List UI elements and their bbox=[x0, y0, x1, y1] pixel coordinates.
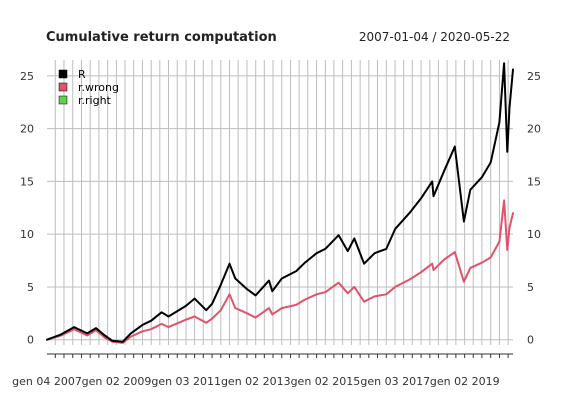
y-tick-label-right: 5 bbox=[527, 281, 534, 294]
y-tick-label-left: 5 bbox=[27, 281, 34, 294]
y-tick-label-right: 15 bbox=[527, 175, 541, 188]
x-tick-label: gen 02 2015 bbox=[291, 375, 361, 388]
legend-swatch bbox=[58, 95, 68, 105]
y-tick-label-right: 0 bbox=[527, 334, 534, 347]
y-tick-label-right: 25 bbox=[527, 70, 541, 83]
chart-title: Cumulative return computation bbox=[46, 30, 277, 45]
legend-label: R bbox=[78, 68, 86, 81]
x-tick-label: gen 03 2017 bbox=[360, 375, 430, 388]
legend-swatch bbox=[58, 69, 68, 79]
x-tick-label: gen 02 2009 bbox=[82, 375, 152, 388]
y-tick-label-left: 15 bbox=[20, 175, 34, 188]
series-line-R bbox=[46, 62, 514, 343]
grid-layer bbox=[47, 60, 513, 345]
y-tick-label-left: 10 bbox=[20, 228, 34, 241]
y-tick-label-left: 0 bbox=[27, 334, 34, 347]
x-tick-label: gen 02 2019 bbox=[430, 375, 500, 388]
legend-label: r.wrong bbox=[78, 81, 119, 94]
series-line-r-wrong bbox=[46, 199, 514, 344]
legend-swatch bbox=[58, 82, 68, 92]
y-tick-label-right: 20 bbox=[527, 123, 541, 136]
x-tick-label: gen 03 2011 bbox=[151, 375, 221, 388]
x-tick-label: gen 04 2007 bbox=[12, 375, 82, 388]
legend-item-r-right: r.right bbox=[58, 94, 112, 107]
series-layer bbox=[46, 62, 514, 344]
legend-item-R: R bbox=[58, 68, 86, 81]
legend-item-r-wrong: r.wrong bbox=[58, 81, 119, 94]
x-tick-label: gen 02 2013 bbox=[221, 375, 291, 388]
y-tick-label-left: 20 bbox=[20, 123, 34, 136]
y-tick-label-right: 10 bbox=[527, 228, 541, 241]
legend-label: r.right bbox=[78, 94, 112, 107]
date-range-label: 2007-01-04 / 2020-05-22 bbox=[359, 30, 510, 44]
y-tick-label-left: 25 bbox=[20, 70, 34, 83]
